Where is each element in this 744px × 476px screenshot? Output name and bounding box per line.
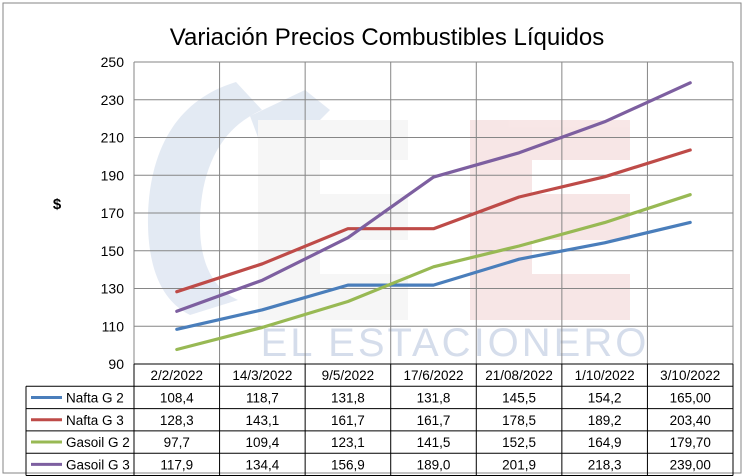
table-cell-value: 128,3 (160, 413, 194, 428)
y-tick-label: 110 (102, 318, 125, 334)
watermark-letter-e-right-icon (470, 120, 630, 320)
table-cell-value: 145,5 (502, 390, 536, 405)
table-cell-value: 108,4 (160, 390, 194, 405)
watermark-letter-e-left-gap-1 (320, 160, 408, 194)
table-cell-value: 161,7 (417, 413, 451, 428)
x-category-label: 14/3/2022 (232, 368, 292, 383)
table-cell-value: 165,00 (670, 390, 711, 405)
table-cell-value: 123,1 (331, 435, 365, 450)
x-category-label: 9/5/2022 (322, 368, 375, 383)
watermark-nozzle-icon (147, 82, 262, 315)
table-cell-value: 109,4 (245, 435, 279, 450)
x-category-label: 1/10/2022 (575, 368, 635, 383)
table-cell-value: 218,3 (588, 457, 622, 472)
y-tick-label: 210 (101, 130, 125, 146)
table-cell-value: 117,9 (160, 457, 193, 472)
table-cell-value: 131,8 (331, 390, 365, 405)
legend-label-4: Gasoil G 3 (66, 457, 130, 472)
watermark-letter-e-right-gap-2 (532, 240, 630, 274)
table-cell-value: 131,8 (417, 390, 451, 405)
table-cell-value: 189,0 (417, 457, 451, 472)
table-cell-value: 134,4 (245, 457, 279, 472)
y-tick-label: 90 (108, 356, 124, 372)
table-cell-value: 118,7 (246, 390, 279, 405)
series-lines (175, 81, 692, 352)
y-tick-label: 250 (101, 54, 125, 70)
table-cell-value: 154,2 (588, 390, 622, 405)
table-cell-value: 97,7 (164, 435, 190, 450)
x-category-label: 21/08/2022 (485, 368, 553, 383)
table-cell-value: 203,40 (670, 413, 711, 428)
watermark-hose-icon (250, 90, 330, 150)
table-cell-value: 179,70 (670, 435, 711, 450)
x-category-label: 17/6/2022 (403, 368, 463, 383)
table-cell-value: 141,5 (417, 435, 451, 450)
legend-label-1: Nafta G 2 (66, 390, 124, 405)
watermark-text: EL ESTACIONERO (261, 321, 650, 365)
y-tick-label: 190 (101, 167, 125, 183)
table-cell-value: 201,9 (502, 457, 536, 472)
table-cell-value: 161,7 (331, 413, 365, 428)
x-category-label: 2/2/2022 (151, 368, 204, 383)
y-tick-label: 130 (101, 281, 125, 297)
y-tick-label: 230 (101, 92, 125, 108)
table-cell-value: 189,2 (588, 413, 622, 428)
table-cell-value: 156,9 (331, 457, 365, 472)
chart-title: Variación Precios Combustibles Líquidos (170, 24, 604, 51)
legend-label-3: Gasoil G 2 (66, 435, 130, 450)
y-tick-label: 150 (101, 243, 125, 259)
table-cell-value: 143,1 (245, 413, 279, 428)
watermark-logo (147, 82, 630, 320)
table-cell-value: 164,9 (588, 435, 622, 450)
table-cell-value: 178,5 (502, 413, 536, 428)
y-axis-label: $ (53, 196, 62, 213)
table-cell-value: 239,00 (670, 457, 711, 472)
y-tick-label: 170 (101, 205, 125, 221)
legend-label-2: Nafta G 3 (66, 413, 124, 428)
data-table: 2/2/2022 14/3/2022 9/5/2022 17/6/2022 21/08/… (25, 363, 734, 476)
x-category-label: 3/10/2022 (660, 368, 720, 383)
watermark-letter-e-right-gap-1 (532, 160, 630, 194)
table-cell-value: 152,5 (502, 435, 536, 450)
y-axis-ticks: 90 110 130 150 170 190 210 230 250 (101, 54, 125, 372)
